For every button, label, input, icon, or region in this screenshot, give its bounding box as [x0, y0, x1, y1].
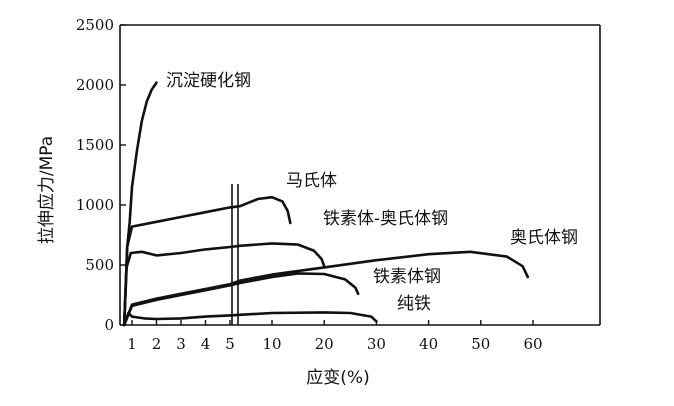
axes [119, 24, 601, 326]
x-tick-label: 60 [523, 335, 542, 353]
curve-label: 纯铁 [397, 294, 431, 314]
curve-label: 沉淀硬化钢 [166, 71, 251, 91]
ticks: 0 500 1000 1500 2000 2500 1 2 3 4 5 10 20 30 40 50 60 [76, 16, 543, 353]
curve-铁素体钢 [122, 272, 360, 327]
x-tick-label: 20 [315, 335, 334, 353]
x-tick-label: 40 [419, 335, 438, 353]
x-tick-label: 30 [367, 335, 386, 353]
x-axis-title: 应变(%) [306, 368, 369, 388]
y-tick-label: 0 [104, 316, 114, 334]
curves [122, 81, 530, 327]
y-axis-title: 拉伸应力/MPa [37, 136, 57, 244]
curve-纯铁 [122, 311, 378, 327]
curve-沉淀硬化钢 [122, 81, 158, 327]
curve-label: 奥氏体钢 [510, 228, 578, 248]
curve-label: 铁素体钢 [373, 267, 441, 287]
x-tick-label: 2 [152, 335, 162, 353]
curve-铁素体-奥氏体钢 [122, 242, 326, 327]
x-tick-label: 4 [201, 335, 211, 353]
x-tick-label: 10 [262, 335, 281, 353]
x-tick-label: 1 [127, 335, 137, 353]
curve-label: 铁素体-奥氏体钢 [323, 209, 448, 229]
curve-奥氏体钢 [122, 250, 530, 327]
x-tick-label: 50 [471, 335, 490, 353]
y-tick-label: 500 [85, 256, 114, 274]
x-tick-label: 5 [225, 335, 235, 353]
curve-马氏体 [122, 195, 292, 327]
y-tick-label: 1500 [76, 136, 114, 154]
y-tick-label: 2000 [76, 76, 114, 94]
curve-label: 马氏体 [286, 171, 337, 191]
y-tick-label: 1000 [76, 196, 114, 214]
x-tick-label: 3 [176, 335, 186, 353]
y-tick-label: 2500 [76, 16, 114, 34]
